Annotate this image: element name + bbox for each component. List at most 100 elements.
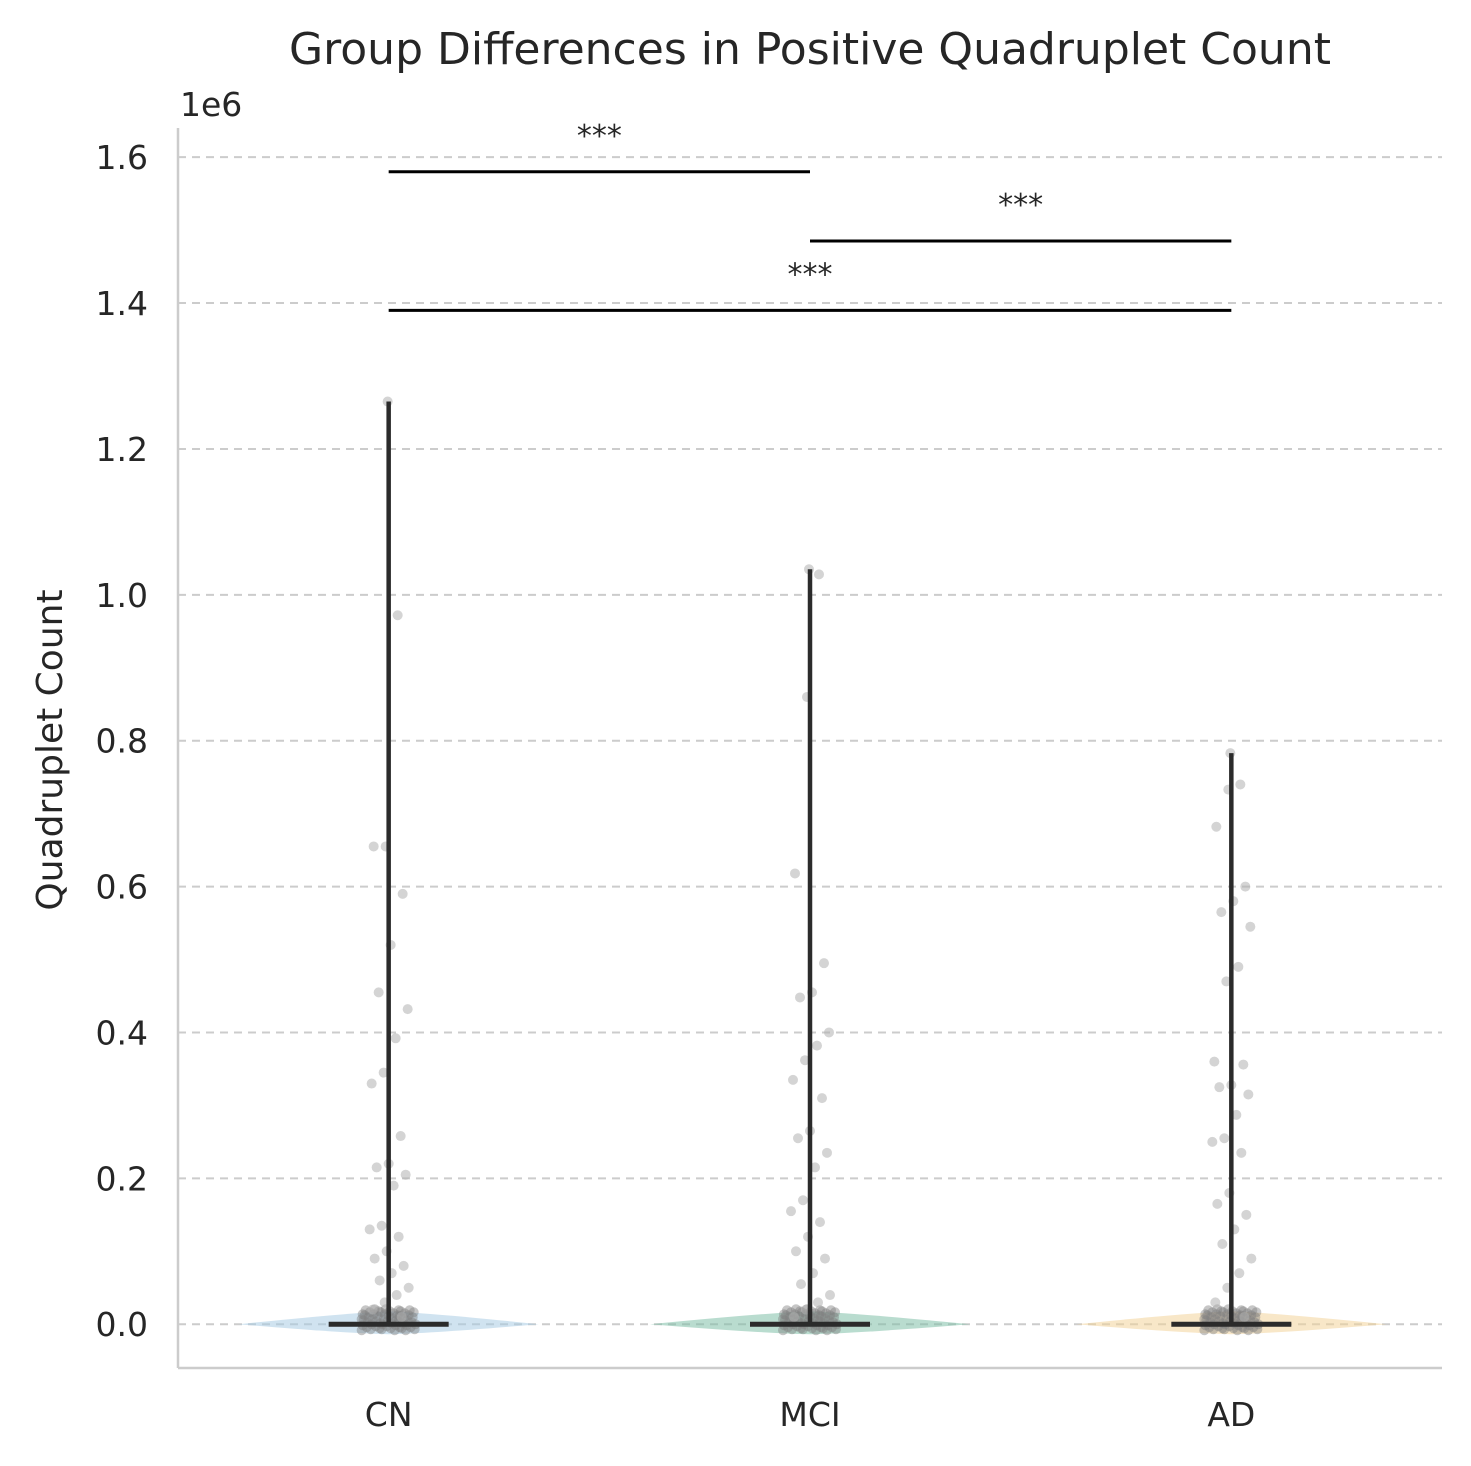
data-point <box>1209 1056 1220 1067</box>
data-point <box>1216 907 1227 918</box>
y-tick-label: 1.4 <box>96 284 148 323</box>
data-point <box>1219 1133 1230 1144</box>
data-point <box>389 1325 400 1336</box>
data-point <box>1211 821 1222 832</box>
data-point <box>1235 779 1246 790</box>
y-axis-label: Quadruplet Count <box>30 589 71 910</box>
y-tick-label: 0.8 <box>96 722 148 761</box>
y-tick-label: 1.6 <box>96 138 148 177</box>
box-lines <box>328 401 1292 1327</box>
data-point <box>825 1310 835 1321</box>
y-tick-label: 1.2 <box>96 430 148 469</box>
data-point <box>810 1308 820 1319</box>
data-point <box>814 1310 824 1321</box>
data-point <box>1215 1311 1226 1322</box>
data-point <box>395 1131 406 1142</box>
data-point <box>1218 1307 1229 1318</box>
data-point <box>826 1305 836 1316</box>
y-tick-label: 0.4 <box>96 1013 148 1052</box>
data-point <box>407 1312 418 1323</box>
data-point <box>830 1307 840 1318</box>
data-point <box>1234 1268 1245 1279</box>
data-point <box>779 1309 789 1320</box>
significance-label: *** <box>577 119 622 154</box>
data-point <box>810 1162 820 1173</box>
data-point <box>1240 881 1251 892</box>
data-point <box>786 1206 796 1217</box>
data-point <box>811 1325 821 1336</box>
data-point <box>378 1067 389 1078</box>
y-offset-label: 1e6 <box>180 85 242 124</box>
data-point <box>1243 1325 1254 1336</box>
data-point <box>789 1311 799 1322</box>
data-point <box>390 1033 401 1044</box>
data-point <box>369 1253 380 1264</box>
data-point <box>816 1311 826 1322</box>
data-point <box>391 1290 402 1301</box>
x-tick-label: MCI <box>779 1395 840 1434</box>
data-point <box>829 1312 839 1323</box>
data-point <box>1233 961 1244 972</box>
data-point <box>375 1307 386 1318</box>
tick-labels: 0.0 0.2 0.4 0.6 0.8 1.0 1.2 1.4 1.6 CN MCI AD <box>96 138 1256 1434</box>
data-point <box>782 1305 792 1316</box>
data-point <box>815 1217 825 1228</box>
data-point <box>815 1305 825 1316</box>
significance-bars: *** *** *** <box>388 119 1232 312</box>
significance-label: *** <box>788 257 833 292</box>
data-point <box>396 1311 407 1322</box>
y-tick-label: 0.2 <box>96 1159 148 1198</box>
data-point <box>357 1309 368 1320</box>
data-point <box>404 1305 415 1316</box>
data-point <box>356 1325 367 1336</box>
data-point <box>1210 1297 1221 1308</box>
data-point <box>1246 1253 1257 1264</box>
data-point <box>400 1169 411 1180</box>
data-point <box>819 958 829 969</box>
data-point <box>798 1195 808 1206</box>
data-point <box>359 1310 370 1321</box>
data-point <box>371 1162 382 1173</box>
data-point <box>363 1312 374 1323</box>
data-point <box>1239 1311 1250 1322</box>
data-point <box>814 569 824 580</box>
data-point <box>1241 1209 1252 1220</box>
data-point <box>397 888 408 899</box>
data-point <box>1207 1136 1218 1147</box>
data-point <box>1247 1305 1258 1316</box>
data-point <box>388 1180 399 1191</box>
data-point <box>392 610 403 621</box>
data-point <box>376 1220 387 1231</box>
data-point <box>400 1325 411 1336</box>
data-point <box>388 1308 399 1319</box>
data-point <box>791 1246 801 1257</box>
data-point <box>1236 1147 1247 1158</box>
data-point <box>402 1004 413 1015</box>
data-point <box>1231 1308 1242 1319</box>
data-point <box>1238 1059 1249 1070</box>
data-point <box>368 841 379 852</box>
data-point <box>373 987 384 998</box>
data-point <box>820 1313 830 1324</box>
data-point <box>1221 976 1232 987</box>
data-point <box>800 1055 810 1066</box>
data-point <box>393 1231 404 1242</box>
data-point <box>398 1260 409 1271</box>
chart-title: Group Differences in Positive Quadruplet… <box>289 24 1331 75</box>
data-point <box>1245 921 1256 932</box>
data-point <box>1199 1325 1210 1336</box>
data-point <box>813 1297 823 1308</box>
data-point <box>1200 1309 1211 1320</box>
data-point <box>1207 1307 1218 1318</box>
data-point <box>825 1290 835 1301</box>
y-tick-label: 0.6 <box>96 868 148 907</box>
data-point <box>1203 1305 1214 1316</box>
data-point <box>1214 1082 1225 1093</box>
data-point <box>778 1325 788 1336</box>
x-tick-label: CN <box>365 1395 413 1434</box>
data-point <box>817 1306 827 1317</box>
data-point <box>788 1074 798 1085</box>
axes <box>176 128 1442 1370</box>
data-point <box>817 1093 827 1104</box>
